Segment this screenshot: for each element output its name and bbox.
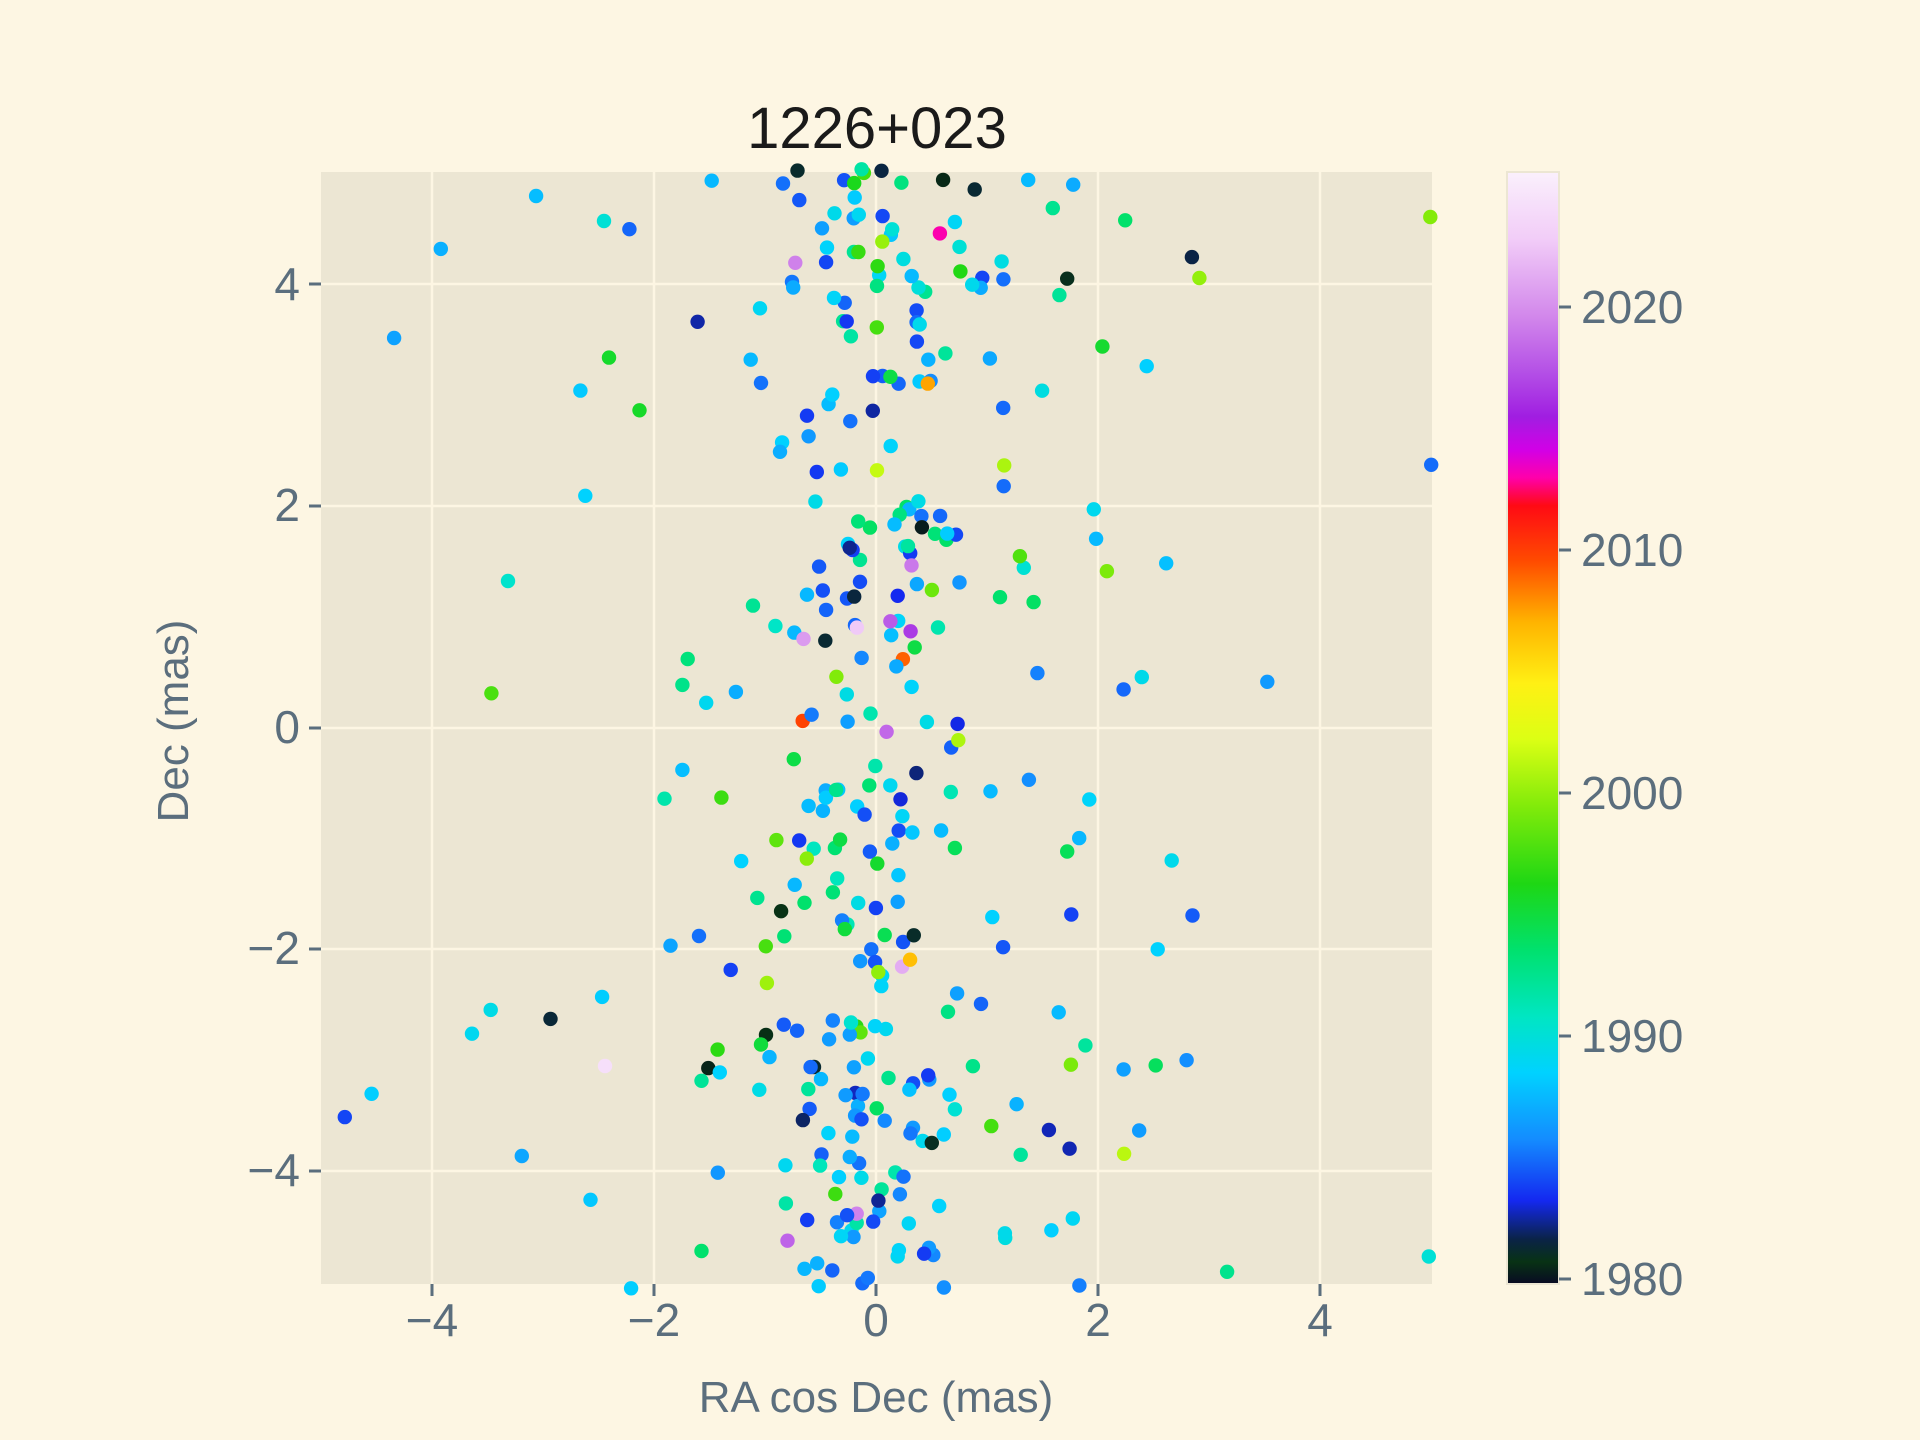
svg-text:−4: −4 <box>406 1294 458 1346</box>
svg-text:2000: 2000 <box>1581 767 1683 819</box>
svg-text:0: 0 <box>863 1294 889 1346</box>
svg-text:2020: 2020 <box>1581 281 1683 333</box>
svg-text:4: 4 <box>1307 1294 1333 1346</box>
svg-text:−2: −2 <box>628 1294 680 1346</box>
svg-text:1980: 1980 <box>1581 1253 1683 1305</box>
svg-text:2: 2 <box>274 479 300 531</box>
svg-text:2: 2 <box>1085 1294 1111 1346</box>
svg-text:4: 4 <box>274 258 300 310</box>
svg-text:Dec (mas): Dec (mas) <box>149 620 198 823</box>
svg-text:RA cos Dec (mas): RA cos Dec (mas) <box>699 1373 1054 1422</box>
svg-text:−2: −2 <box>248 922 300 974</box>
svg-text:−4: −4 <box>248 1144 300 1196</box>
svg-text:0: 0 <box>274 701 300 753</box>
svg-text:1990: 1990 <box>1581 1010 1683 1062</box>
svg-text:1226+023: 1226+023 <box>747 96 1007 161</box>
svg-text:2010: 2010 <box>1581 524 1683 576</box>
